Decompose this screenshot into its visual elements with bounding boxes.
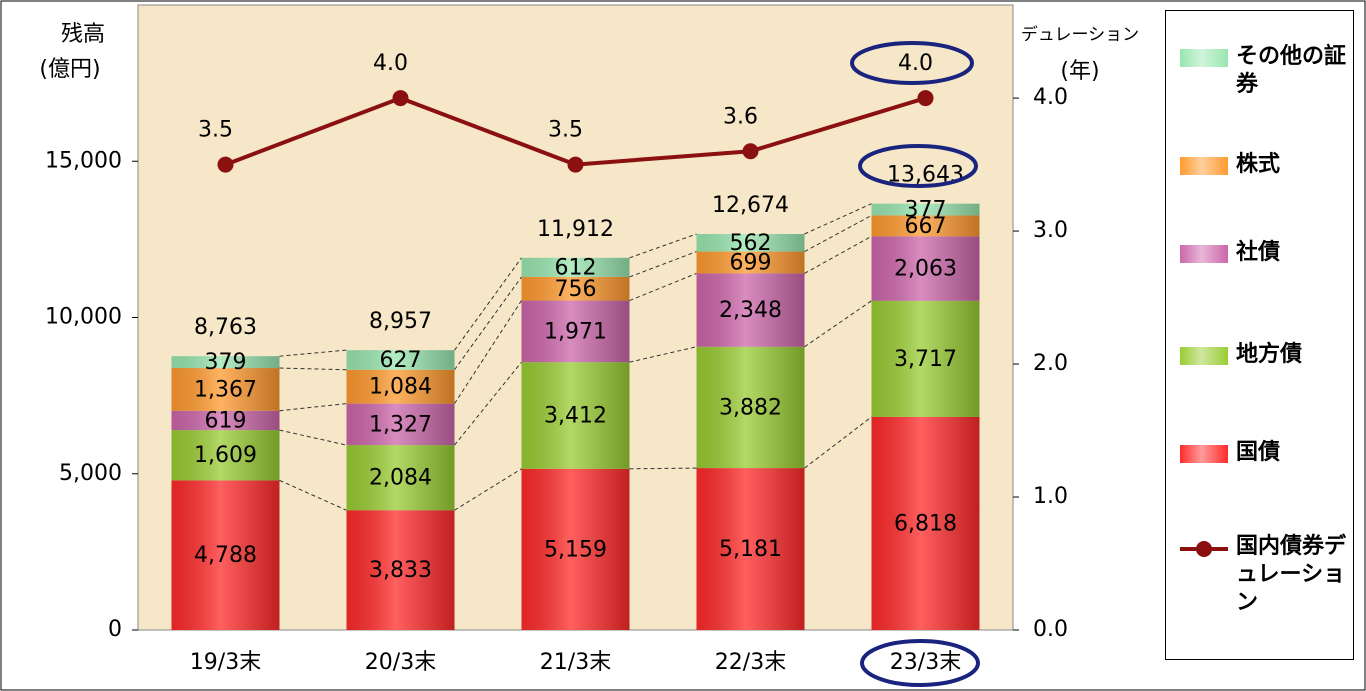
x-tick-label: 19/3末 bbox=[190, 650, 261, 675]
connector bbox=[804, 215, 872, 253]
y2-tick-label: 1.0 bbox=[1033, 484, 1068, 509]
data-label: 2,063 bbox=[894, 257, 957, 282]
connector bbox=[804, 203, 872, 235]
connector bbox=[454, 468, 522, 511]
connector bbox=[279, 429, 347, 446]
data-label: 1,609 bbox=[194, 443, 257, 468]
connector bbox=[629, 233, 697, 259]
line-marker bbox=[917, 90, 934, 107]
line-marker bbox=[392, 90, 409, 107]
highlight bbox=[860, 639, 980, 687]
legend-label: 国内債券デュレーション bbox=[1236, 534, 1347, 615]
legend-item: 国債 bbox=[1180, 439, 1346, 467]
legend-label: 国債 bbox=[1236, 440, 1281, 465]
legend-item: 株式 bbox=[1180, 151, 1346, 179]
line-label: 4.0 bbox=[898, 51, 933, 76]
connector bbox=[454, 276, 522, 371]
total-label: 12,674 bbox=[712, 193, 789, 218]
line-marker bbox=[567, 156, 584, 173]
data-label: 379 bbox=[205, 350, 247, 375]
legend-label: 株式 bbox=[1236, 152, 1281, 177]
connector bbox=[279, 349, 347, 357]
legend-swatch bbox=[1180, 539, 1228, 557]
data-label: 667 bbox=[905, 214, 947, 239]
total-label: 8,957 bbox=[369, 309, 432, 334]
y2-label: (年) bbox=[1060, 59, 1099, 84]
line-label: 3.5 bbox=[198, 118, 233, 143]
legend-item: 社債 bbox=[1180, 239, 1346, 267]
connector bbox=[454, 361, 522, 446]
data-label: 756 bbox=[555, 277, 597, 302]
connector bbox=[279, 479, 347, 511]
y2-tick-label: 3.0 bbox=[1033, 218, 1068, 243]
data-label: 4,788 bbox=[194, 543, 257, 568]
total-label: 8,763 bbox=[194, 315, 257, 340]
data-label: 1,084 bbox=[369, 375, 432, 400]
x-tick-label: 20/3末 bbox=[365, 650, 436, 675]
y-tick-label: 0 bbox=[108, 617, 122, 642]
data-label: 1,367 bbox=[194, 377, 257, 402]
data-label: 2,348 bbox=[719, 298, 782, 323]
connector bbox=[804, 416, 872, 469]
y2-tick-label: 0.0 bbox=[1033, 617, 1068, 642]
legend-item: 国内債券デュレーション bbox=[1180, 533, 1346, 617]
legend-swatch bbox=[1180, 49, 1228, 67]
highlight bbox=[850, 41, 974, 85]
data-label: 612 bbox=[555, 255, 597, 280]
data-label: 377 bbox=[905, 198, 947, 223]
data-label: 3,717 bbox=[894, 347, 957, 372]
data-label: 3,412 bbox=[544, 403, 607, 428]
data-label: 1,327 bbox=[369, 412, 432, 437]
connector bbox=[629, 346, 697, 363]
connector bbox=[629, 272, 697, 302]
legend-swatch bbox=[1180, 245, 1228, 263]
data-label: 5,159 bbox=[544, 537, 607, 562]
legend-label: 社債 bbox=[1236, 240, 1281, 265]
legend-swatch bbox=[1180, 157, 1228, 175]
x-tick-label: 22/3末 bbox=[715, 650, 786, 675]
y-tick-label: 5,000 bbox=[59, 461, 122, 486]
y2-label: デュレーション bbox=[1021, 24, 1139, 45]
legend-swatch bbox=[1180, 445, 1228, 463]
y-tick-label: 15,000 bbox=[45, 148, 122, 173]
legend-swatch bbox=[1180, 347, 1228, 365]
legend-item: その他の証券 bbox=[1180, 43, 1346, 99]
x-tick-label: 21/3末 bbox=[540, 650, 611, 675]
legend-label: その他の証券 bbox=[1236, 44, 1347, 97]
data-label: 699 bbox=[730, 250, 772, 275]
connector bbox=[804, 235, 872, 274]
line-label: 3.5 bbox=[548, 118, 583, 143]
data-label: 3,833 bbox=[369, 558, 432, 583]
legend: その他の証券株式社債地方債国債国内債券デュレーション bbox=[1165, 10, 1354, 660]
line-marker bbox=[742, 143, 759, 160]
legend-line bbox=[1180, 541, 1228, 557]
y-label: (億円) bbox=[39, 57, 100, 82]
total-label: 11,912 bbox=[537, 217, 614, 242]
data-label: 3,882 bbox=[719, 395, 782, 420]
line-label: 3.6 bbox=[723, 104, 758, 129]
data-label: 1,971 bbox=[544, 319, 607, 344]
legend-item: 地方債 bbox=[1180, 341, 1346, 369]
data-label: 619 bbox=[205, 408, 247, 433]
highlight bbox=[858, 144, 978, 188]
legend-label: 地方債 bbox=[1236, 342, 1303, 367]
connector bbox=[279, 403, 347, 412]
line-label: 4.0 bbox=[373, 51, 408, 76]
data-label: 5,181 bbox=[719, 537, 782, 562]
line-marker bbox=[217, 156, 234, 173]
y2-tick-label: 2.0 bbox=[1033, 351, 1068, 376]
y-label: 残高 bbox=[61, 22, 105, 47]
data-label: 562 bbox=[730, 231, 772, 256]
y-tick-label: 10,000 bbox=[45, 305, 122, 330]
x-tick-label: 23/3末 bbox=[890, 650, 961, 675]
data-label: 2,084 bbox=[369, 466, 432, 491]
connector bbox=[454, 257, 522, 351]
data-label: 627 bbox=[380, 348, 422, 373]
data-label: 6,818 bbox=[894, 511, 957, 536]
y2-tick-label: 4.0 bbox=[1033, 85, 1068, 110]
connector bbox=[629, 251, 697, 278]
